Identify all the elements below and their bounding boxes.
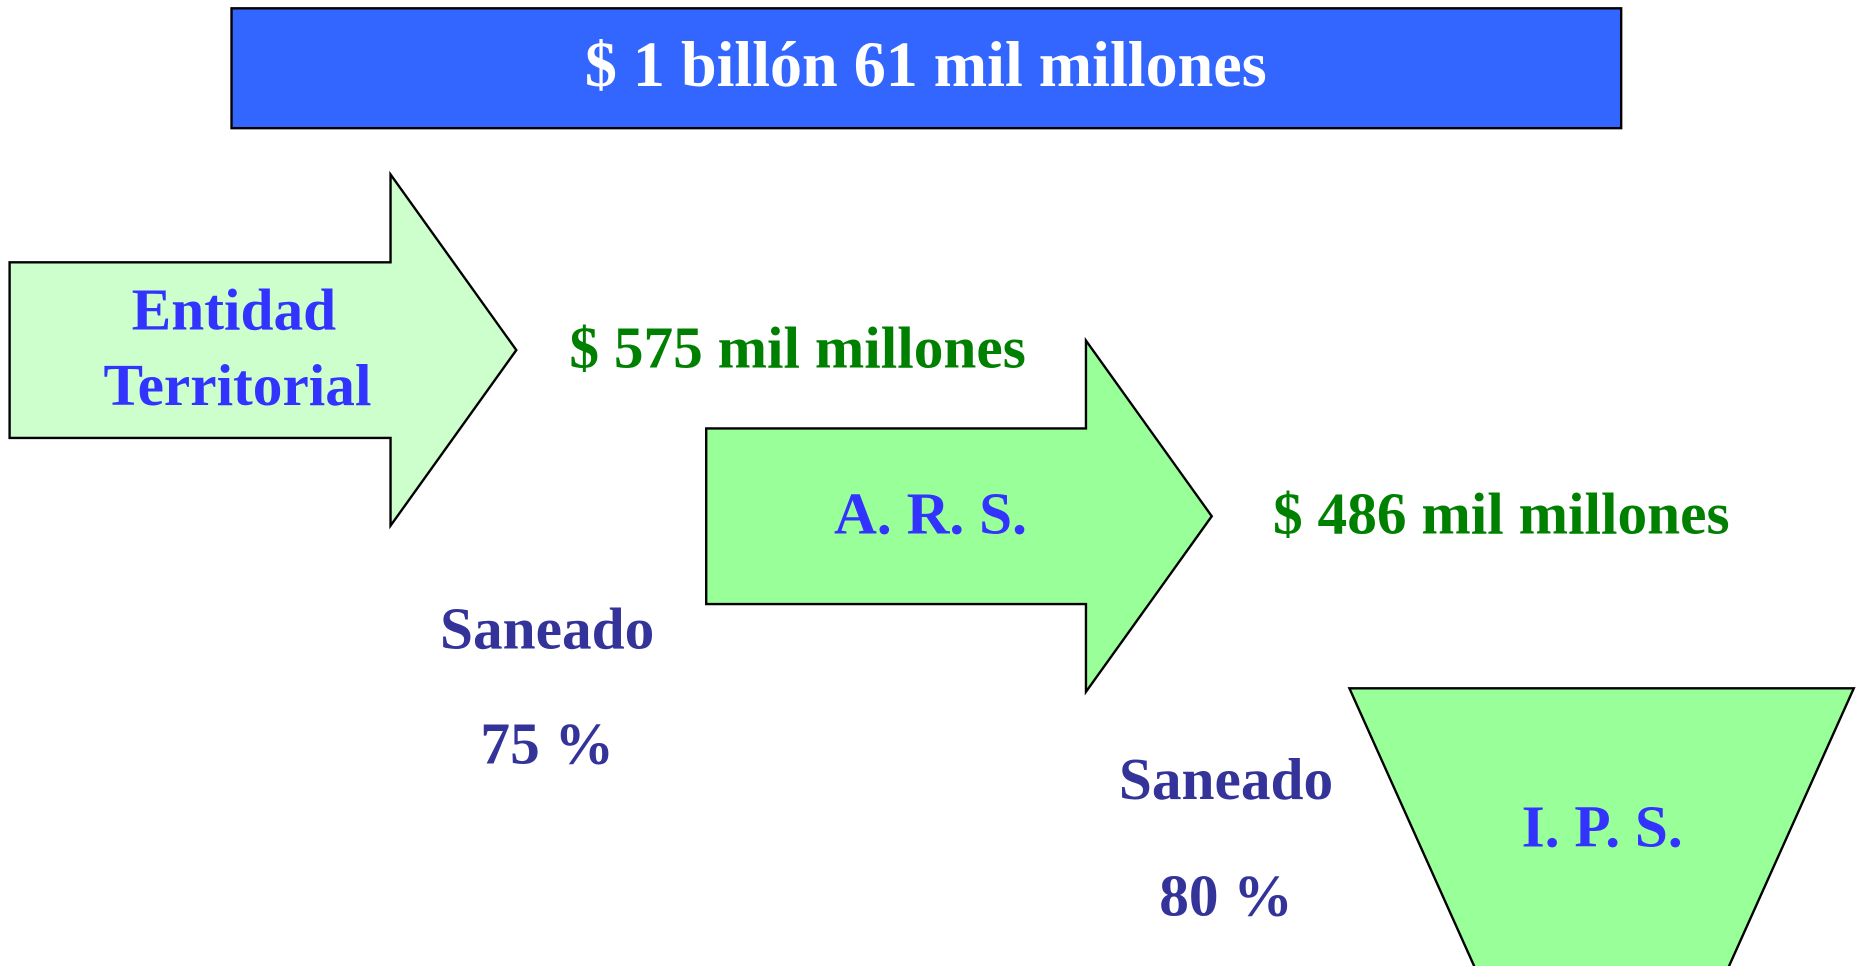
- flow-status: Saneado: [1119, 746, 1333, 812]
- ips-funnel: [1347, 687, 1856, 966]
- arrow-ars: [705, 336, 1214, 696]
- header-box: [230, 7, 1623, 130]
- arrow-entidad: [8, 170, 518, 530]
- flow-status: Saneado: [440, 596, 654, 662]
- header-title: $ 1 billón 61 mil millones: [585, 29, 1267, 100]
- flow-amount: $ 486 mil millones: [1273, 480, 1730, 546]
- flow-percent: 80 %: [1159, 863, 1293, 929]
- flow-amount: $ 575 mil millones: [569, 314, 1025, 380]
- node-label: A. R. S.: [834, 480, 1027, 546]
- flow-percent: 75 %: [480, 711, 613, 777]
- node-label: I. P. S.: [1522, 794, 1683, 860]
- node-label: Entidad: [132, 276, 336, 342]
- node-label: Territorial: [103, 352, 371, 418]
